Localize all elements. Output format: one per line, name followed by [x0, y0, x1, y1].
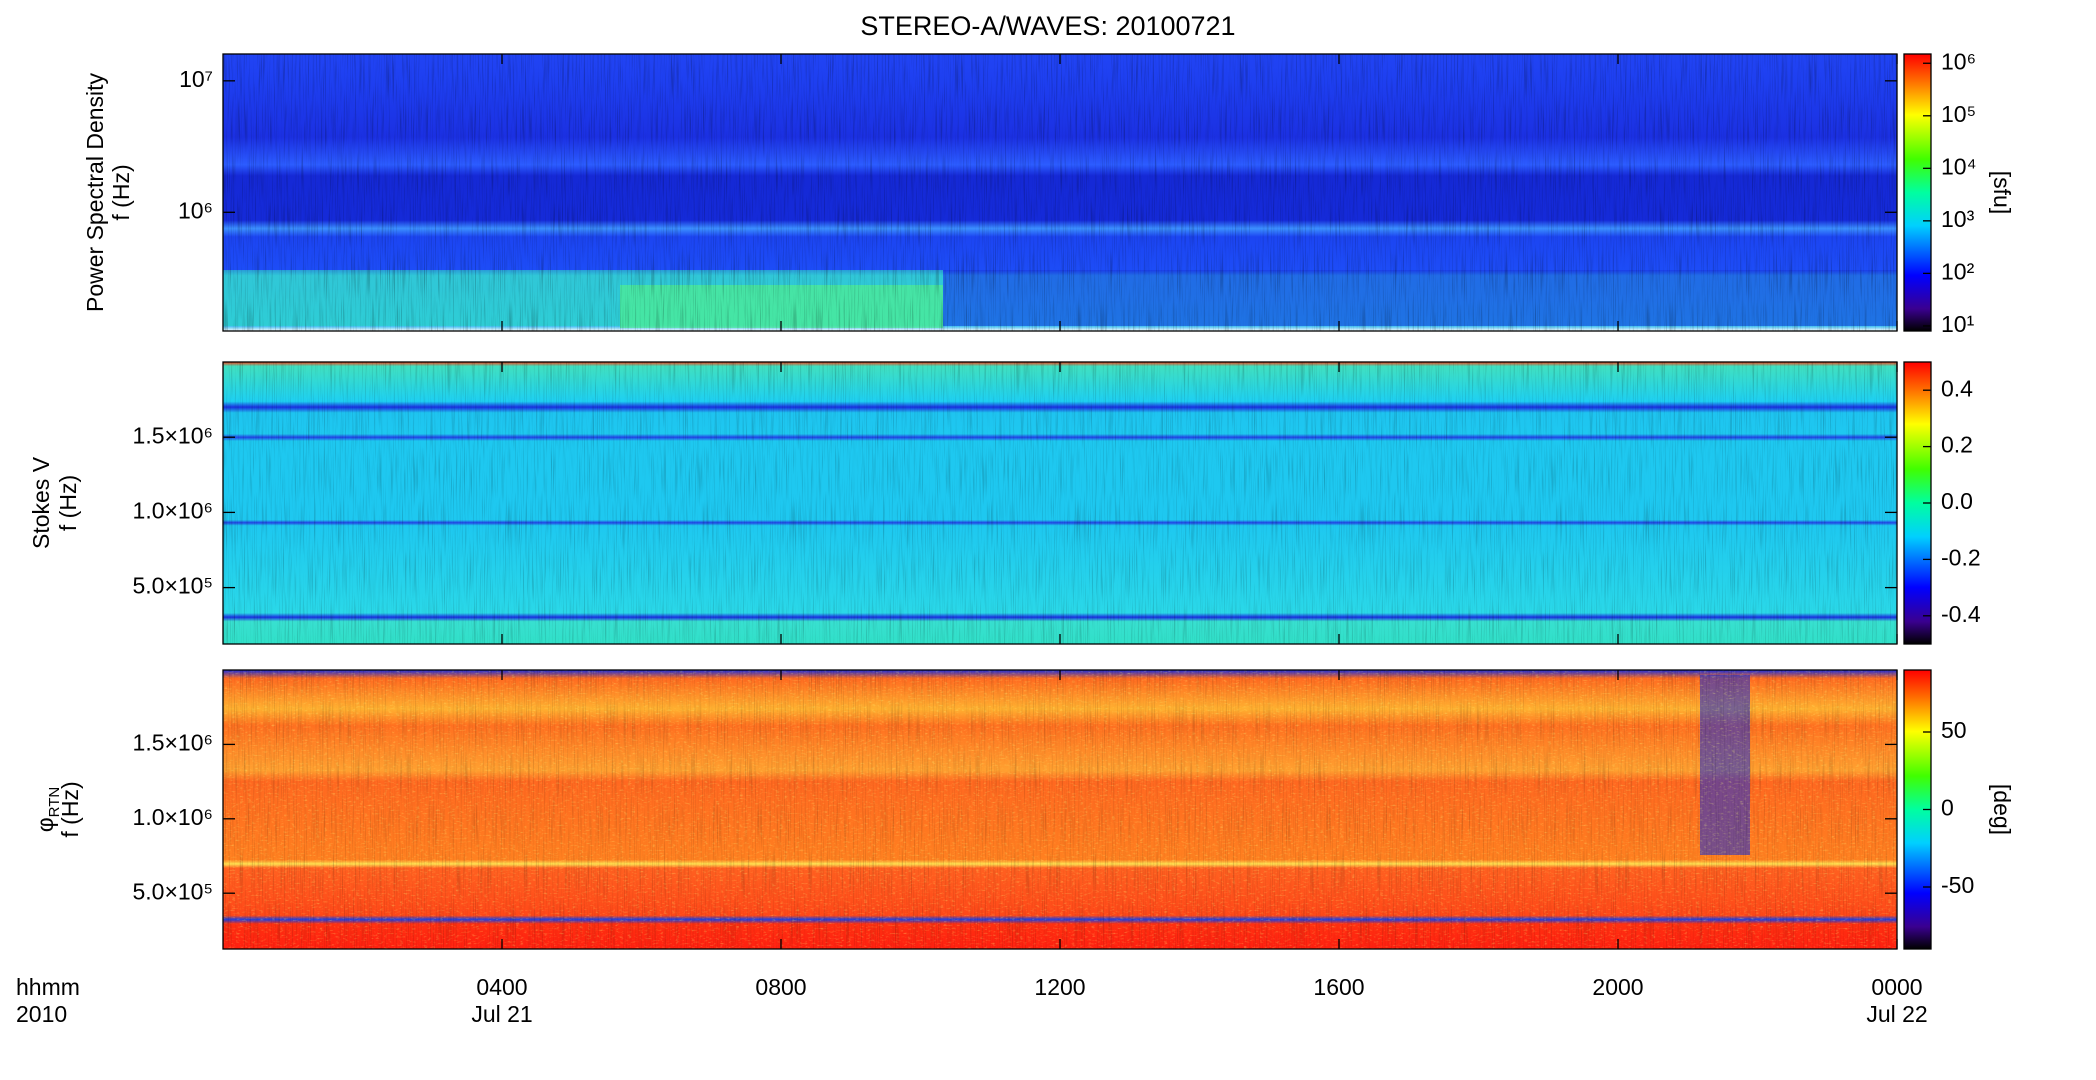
x-tick-label: 2000	[1592, 974, 1643, 1000]
y-tick-label: 1.0×10⁶	[133, 804, 213, 830]
y-axis-label-text: Power Spectral Density	[82, 72, 108, 312]
colorbar-tick-label: 10⁶	[1941, 48, 1976, 74]
y-tick-label: 10⁶	[178, 197, 213, 223]
y-tick-label: 1.0×10⁶	[133, 497, 213, 523]
y-axis-label-text: Stokes V	[28, 456, 54, 549]
y-axis-label: Power Spectral Density	[82, 72, 108, 312]
y-tick-label: 1.5×10⁶	[133, 729, 213, 755]
x-tick-label: 0800	[755, 974, 806, 1000]
spectrogram-2	[223, 362, 1897, 644]
y-tick-label: 5.0×10⁵	[132, 878, 213, 904]
colorbar-tick-label: -0.2	[1941, 544, 1981, 570]
spectrogram-1	[223, 54, 1897, 331]
colorbar-tick-label: -50	[1941, 872, 1974, 898]
y-axis-label-2: f (Hz)	[108, 164, 134, 220]
colorbar-tick-label: 0.4	[1941, 375, 1973, 401]
colorbar-tick-label: 10⁵	[1941, 101, 1976, 127]
colorbar-tick-label: 10⁴	[1941, 153, 1976, 179]
y-axis-label-sub: RTN	[46, 787, 63, 818]
x-tick-label: 0400	[476, 974, 527, 1000]
y-tick-label: 10⁷	[179, 66, 213, 92]
x-date-label: Jul 21	[471, 1001, 532, 1027]
x-date-label: Jul 22	[1866, 1001, 1927, 1027]
x-tick-label: 0000	[1871, 974, 1922, 1000]
colorbar-tick-label: 0.2	[1941, 432, 1973, 458]
colorbar	[1903, 53, 1932, 332]
y-tick-label: 1.5×10⁶	[133, 422, 213, 448]
y-axis-label-text: φ	[32, 817, 58, 832]
year-label: 2010	[16, 1001, 67, 1027]
colorbar-label: [deg]	[1989, 784, 2015, 835]
colorbar-tick-label: -0.4	[1941, 601, 1981, 627]
colorbar-tick-label: 0	[1941, 795, 1954, 821]
colorbar-tick-label: 10¹	[1941, 311, 1975, 337]
y-axis-label-2: f (Hz)	[55, 475, 81, 531]
y-axis-label: Stokes V	[28, 456, 54, 549]
colorbar-label: [sfu]	[1989, 171, 2015, 214]
y-tick-label: 5.0×10⁵	[132, 573, 213, 599]
x-tick-label: 1600	[1313, 974, 1364, 1000]
y-axis-label-2: f (Hz)	[57, 781, 83, 837]
colorbar-tick-label: 0.0	[1941, 488, 1973, 514]
colorbar-tick-label: 50	[1941, 717, 1967, 743]
time-format-label: hhmm	[16, 974, 80, 1000]
colorbar-tick-label: 10³	[1941, 206, 1975, 232]
colorbar-tick-label: 10²	[1941, 258, 1975, 284]
figure-title: STEREO-A/WAVES: 20100721	[860, 11, 1235, 41]
y-axis-label: φRTN	[32, 787, 63, 832]
x-tick-label: 1200	[1034, 974, 1085, 1000]
spectrogram-3	[223, 670, 1897, 949]
